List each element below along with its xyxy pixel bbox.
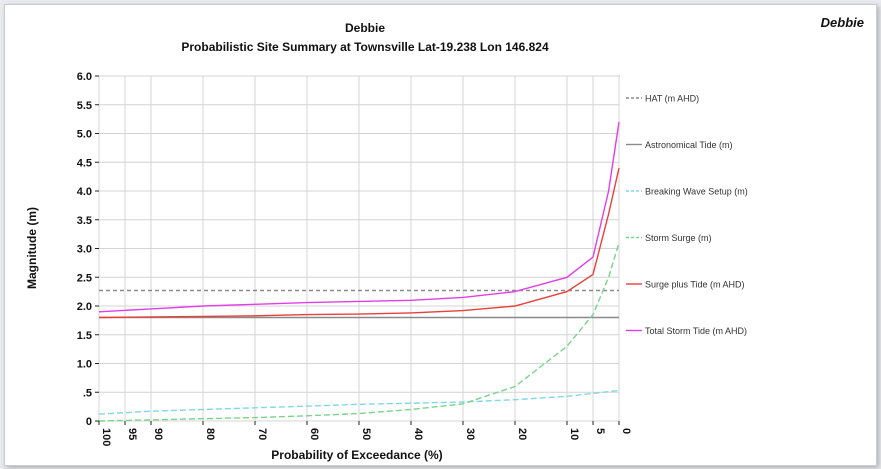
x-tick-label: 0 bbox=[620, 428, 632, 434]
y-tick-label: 2.5 bbox=[77, 272, 92, 284]
legend-label: Breaking Wave Setup (m) bbox=[645, 187, 748, 197]
legend-label: Surge plus Tide (m AHD) bbox=[645, 280, 745, 290]
chart-subtitle: Probabilistic Site Summary at Townsville… bbox=[181, 40, 549, 54]
y-tick-label: 6.0 bbox=[77, 71, 92, 83]
x-tick-label: 30 bbox=[464, 428, 476, 440]
x-tick-label: 90 bbox=[152, 428, 164, 440]
x-tick-label: 20 bbox=[516, 428, 528, 440]
y-tick-label: 3.5 bbox=[77, 215, 92, 227]
y-tick-label: 2.0 bbox=[77, 301, 92, 313]
y-tick-label: 4.0 bbox=[77, 186, 92, 198]
series-line-5 bbox=[98, 167, 620, 319]
x-tick-label: 50 bbox=[360, 428, 372, 440]
x-tick-label: 40 bbox=[412, 428, 424, 440]
y-tick-label: .5 bbox=[83, 387, 92, 399]
series-line-3 bbox=[98, 389, 620, 415]
y-tick-label: 1.5 bbox=[77, 330, 92, 342]
legend-label: Astronomical Tide (m) bbox=[645, 140, 733, 150]
chart-title: Debbie bbox=[345, 21, 385, 35]
x-tick-label: 10 bbox=[568, 428, 580, 440]
series-line-6 bbox=[98, 121, 620, 313]
legend-label: HAT (m AHD) bbox=[645, 94, 699, 104]
y-axis-label: Magnitude (m) bbox=[25, 207, 39, 289]
y-tick-label: 3.0 bbox=[77, 244, 92, 256]
x-tick-label: 80 bbox=[204, 428, 216, 440]
legend-label: Storm Surge (m) bbox=[645, 233, 712, 243]
y-tick-label: 5.0 bbox=[77, 129, 92, 141]
y-tick-label: 0 bbox=[86, 416, 92, 428]
corner-title: Debbie bbox=[820, 15, 864, 30]
y-tick-label: 4.5 bbox=[77, 157, 92, 169]
y-tick-label: 5.5 bbox=[77, 100, 92, 112]
x-axis-label: Probability of Exceedance (%) bbox=[271, 448, 442, 462]
y-tick-label: 1.0 bbox=[77, 359, 92, 371]
x-tick-label: 70 bbox=[256, 428, 268, 440]
chart-frame: Debbie bbox=[4, 4, 877, 466]
legend-label: Total Storm Tide (m AHD) bbox=[645, 326, 747, 336]
series-line-4 bbox=[98, 242, 620, 422]
x-tick-label: 5 bbox=[594, 428, 606, 434]
x-tick-label: 60 bbox=[308, 428, 320, 440]
x-tick-label: 100 bbox=[100, 428, 112, 446]
x-tick-label: 95 bbox=[126, 428, 138, 440]
